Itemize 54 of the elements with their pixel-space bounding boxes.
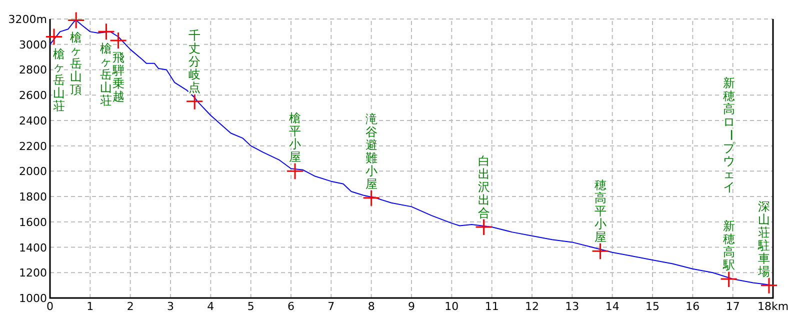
point bbox=[760, 276, 778, 294]
point bbox=[592, 242, 610, 260]
annotation: 槍平小屋 bbox=[289, 111, 302, 164]
annotation: 新穂高駅 bbox=[722, 218, 735, 272]
x-tick-label: 1 bbox=[86, 300, 94, 313]
y-tick-label: 2800 bbox=[19, 64, 47, 77]
annotation: 槍ヶ岳山頂 bbox=[70, 30, 82, 96]
x-tick-label: 0 bbox=[46, 300, 54, 313]
x-tick-label: 6 bbox=[288, 300, 294, 313]
y-tick-label: 2000 bbox=[19, 165, 47, 178]
point bbox=[67, 12, 85, 30]
point bbox=[362, 189, 380, 207]
y-tick-label: 1600 bbox=[19, 216, 47, 229]
annotation: 白出沢出合 bbox=[478, 154, 490, 220]
x-tick-label: 9 bbox=[408, 300, 415, 313]
point bbox=[45, 28, 63, 46]
annotation: 滝谷避難小屋 bbox=[365, 112, 378, 191]
x-tick-label: 4 bbox=[207, 300, 214, 313]
x-tick-label: 2 bbox=[126, 300, 134, 313]
x-tick-label: 14 bbox=[605, 300, 620, 313]
point bbox=[286, 162, 304, 180]
point bbox=[97, 22, 115, 40]
y-tick-label: 2400 bbox=[19, 114, 47, 128]
annotation: 槍ヶ岳山荘 bbox=[100, 42, 112, 108]
y-tick-label: 1800 bbox=[19, 190, 47, 204]
annotation: 穂高平小屋 bbox=[594, 178, 606, 244]
x-tick-label: 13 bbox=[565, 300, 580, 313]
x-tick-label: 5 bbox=[247, 300, 254, 313]
point bbox=[110, 32, 128, 50]
x-tick-label: 3 bbox=[167, 300, 174, 313]
annotation: 飛騨乗越 bbox=[111, 50, 124, 104]
x-tick-label: 17 bbox=[726, 300, 740, 313]
x-tick-label: 15 bbox=[646, 300, 660, 313]
y-tick-label: 3200m bbox=[8, 13, 47, 26]
y-tick-label: 1000 bbox=[19, 292, 47, 305]
x-tick-label: 8 bbox=[368, 300, 375, 313]
annotation: 千丈分岐点 bbox=[188, 28, 201, 94]
y-tick-label: 2200 bbox=[19, 140, 47, 153]
x-tick-label: 10 bbox=[444, 300, 459, 313]
annotation: 槍ヶ岳山荘 bbox=[53, 46, 65, 113]
text: 新穂高ロープウェイ bbox=[722, 76, 738, 194]
point bbox=[720, 270, 738, 288]
y-tick-label: 1200 bbox=[19, 266, 47, 280]
x-tick-label: 12 bbox=[525, 300, 539, 313]
point bbox=[475, 218, 493, 236]
y-tick-label: 2600 bbox=[19, 89, 47, 102]
annotation: 深山荘駐車場 bbox=[757, 199, 770, 278]
x-tick-label: 16 bbox=[686, 300, 700, 313]
x-tick-label: 11 bbox=[484, 300, 499, 313]
x-tick-label: 7 bbox=[328, 300, 335, 313]
y-tick-label: 1400 bbox=[19, 241, 47, 254]
x-tick-label: 18km bbox=[757, 300, 789, 313]
y-tick-label: 3000 bbox=[19, 38, 47, 52]
point bbox=[186, 92, 204, 110]
